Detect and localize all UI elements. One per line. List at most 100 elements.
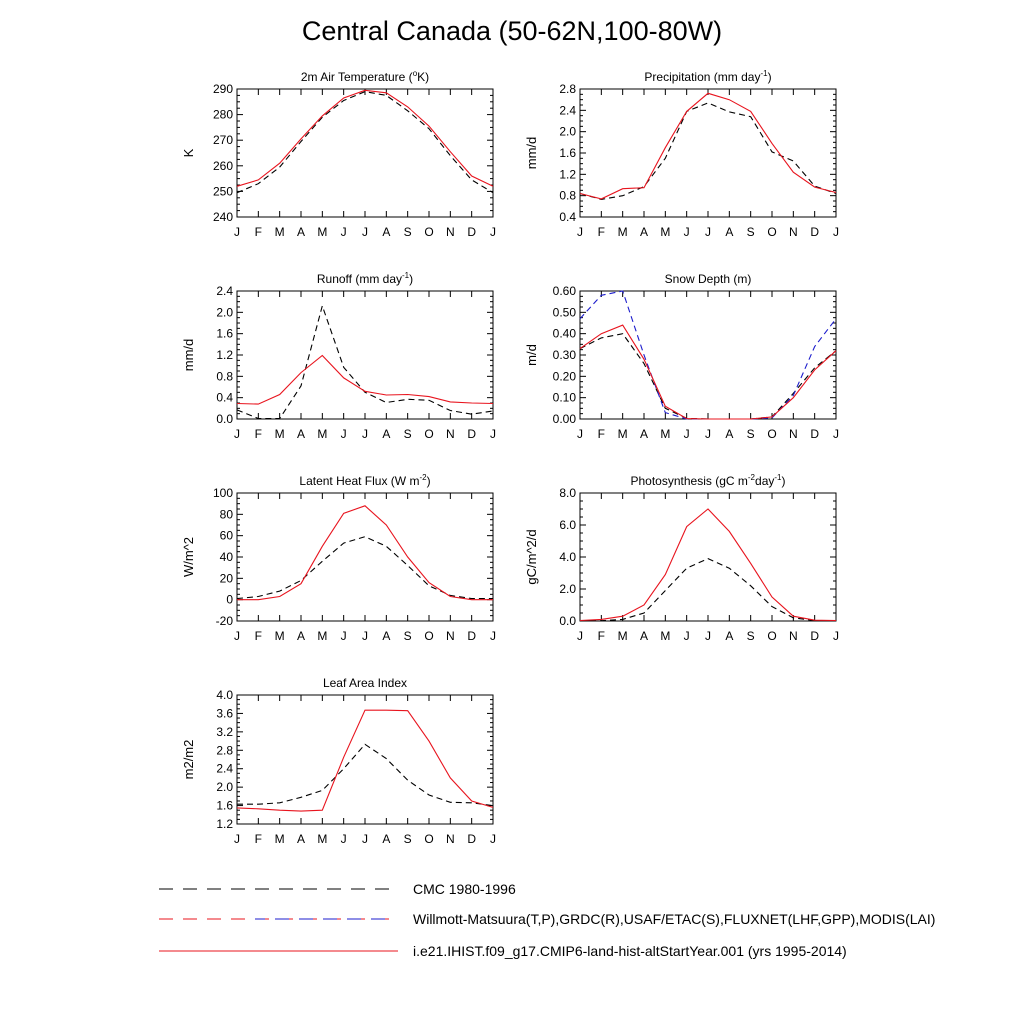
- x-tick-label: J: [833, 629, 839, 643]
- y-axis-label: mm/d: [524, 137, 539, 170]
- x-tick-label: O: [424, 225, 433, 239]
- x-tick-label: S: [404, 225, 412, 239]
- x-tick-label: D: [810, 225, 819, 239]
- x-tick-label: A: [297, 427, 305, 441]
- series-line-black-dashed: [236, 304, 494, 420]
- x-tick-label: A: [382, 427, 390, 441]
- series-line-blue-dashed: [579, 290, 837, 420]
- x-tick-label: F: [255, 225, 262, 239]
- y-tick-label: 100: [213, 486, 233, 500]
- x-tick-label: J: [577, 629, 583, 643]
- x-tick-label: D: [810, 427, 819, 441]
- x-tick-label: O: [424, 427, 433, 441]
- plot-frame: [236, 492, 494, 622]
- chart-panels: 2m Air Temperature (oK) K 240 250 260 270 280 2…: [181, 69, 839, 846]
- y-axis-label: m2/m2: [181, 740, 196, 780]
- x-tick-label: M: [275, 225, 285, 239]
- x-tick-label: O: [424, 832, 433, 846]
- series-line-red-solid: [579, 324, 837, 420]
- x-tick-label: A: [382, 832, 390, 846]
- x-tick-label: J: [684, 629, 690, 643]
- y-tick-label: 0.8: [216, 369, 233, 383]
- x-tick-label: N: [446, 427, 455, 441]
- y-tick-label: 260: [213, 159, 233, 173]
- series-line-red-solid: [237, 505, 493, 601]
- x-tick-label: A: [640, 427, 648, 441]
- y-tick-label: 0.60: [553, 284, 577, 298]
- x-tick-label: S: [747, 629, 755, 643]
- panel-7: Leaf Area Index m2/m2 1.2 1.6 2.0 2.4 2.8 3.2 3.…: [181, 676, 496, 846]
- y-tick-label: 40: [220, 550, 234, 564]
- panel-6: Photosynthesis (gC m-2day-1) gC/m^2/d 0.0 2…: [524, 473, 839, 643]
- y-tick-label: 0.50: [553, 305, 577, 319]
- y-axis-label: gC/m^2/d: [524, 529, 539, 584]
- x-tick-label: N: [446, 225, 455, 239]
- x-tick-label: N: [789, 225, 798, 239]
- x-tick-label: S: [747, 427, 755, 441]
- x-tick-label: J: [577, 427, 583, 441]
- panel-title: Precipitation (mm day-1): [644, 69, 771, 84]
- x-tick-label: J: [705, 629, 711, 643]
- x-tick-label: A: [725, 427, 733, 441]
- series-line-red-solid: [236, 354, 494, 405]
- x-tick-label: N: [789, 427, 798, 441]
- x-tick-label: M: [275, 832, 285, 846]
- x-tick-label: J: [362, 832, 368, 846]
- x-tick-label: J: [490, 427, 496, 441]
- x-tick-label: M: [317, 427, 327, 441]
- panel-3: Runoff (mm day-1) mm/d 0.0 0.4 0.8 1.2 1.6 2.0 2…: [181, 271, 496, 441]
- y-tick-label: 80: [220, 507, 234, 521]
- x-tick-label: J: [234, 832, 240, 846]
- panel-title: Runoff (mm day-1): [317, 271, 413, 286]
- x-tick-label: O: [767, 427, 776, 441]
- x-tick-label: A: [640, 225, 648, 239]
- y-tick-label: 2.4: [216, 284, 233, 298]
- figure-title: Central Canada (50-62N,100-80W): [301, 16, 723, 46]
- x-tick-label: M: [317, 629, 327, 643]
- panel-5: Latent Heat Flux (W m-2) W/m^2 -20 0 20 40 60 8…: [181, 473, 496, 643]
- x-tick-label: F: [255, 629, 262, 643]
- x-tick-label: A: [382, 225, 390, 239]
- series-line-black-dashed: [236, 91, 494, 194]
- y-tick-label: 290: [213, 82, 233, 96]
- y-tick-label: 0.30: [553, 348, 577, 362]
- x-tick-label: J: [341, 832, 347, 846]
- x-tick-label: J: [341, 225, 347, 239]
- x-tick-label: M: [618, 225, 628, 239]
- y-tick-label: 2.0: [559, 582, 576, 596]
- panel-title: Photosynthesis (gC m-2day-1): [631, 473, 786, 488]
- x-tick-label: M: [660, 427, 670, 441]
- x-tick-label: M: [275, 427, 285, 441]
- y-tick-label: 4.0: [216, 688, 233, 702]
- series-line-red-solid: [579, 92, 837, 200]
- y-tick-label: 1.2: [559, 167, 576, 181]
- x-tick-label: J: [341, 427, 347, 441]
- y-tick-label: 1.6: [559, 146, 576, 160]
- plot-frame: [236, 694, 494, 825]
- plot-frame: [579, 492, 837, 622]
- x-tick-label: D: [467, 427, 476, 441]
- x-tick-label: J: [362, 629, 368, 643]
- y-tick-label: 0.20: [553, 369, 577, 383]
- panel-2: Precipitation (mm day-1) mm/d 0.4 0.8 1.2 1.6…: [524, 69, 839, 239]
- y-axis-label: K: [181, 148, 196, 157]
- legend-label-cmc: CMC 1980-1996: [413, 881, 516, 897]
- x-tick-label: D: [467, 225, 476, 239]
- plot-frame: [579, 290, 837, 420]
- x-tick-label: N: [446, 629, 455, 643]
- y-tick-label: 0.4: [216, 391, 233, 405]
- series-line-black-dashed: [579, 102, 837, 200]
- x-tick-label: M: [275, 629, 285, 643]
- y-tick-label: -20: [216, 614, 234, 628]
- x-tick-label: O: [767, 225, 776, 239]
- x-tick-label: M: [660, 629, 670, 643]
- y-axis-label: W/m^2: [181, 537, 196, 577]
- x-tick-label: A: [725, 225, 733, 239]
- series-line-black-dashed: [580, 557, 837, 622]
- legend-label-observations: Willmott-Matsuura(T,P),GRDC(R),USAF/ETAC…: [413, 911, 935, 927]
- x-tick-label: J: [341, 629, 347, 643]
- x-tick-label: J: [684, 427, 690, 441]
- y-tick-label: 0.00: [553, 412, 577, 426]
- legend-item-model: i.e21.IHIST.f09_g17.CMIP6-land-hist-altS…: [159, 943, 847, 959]
